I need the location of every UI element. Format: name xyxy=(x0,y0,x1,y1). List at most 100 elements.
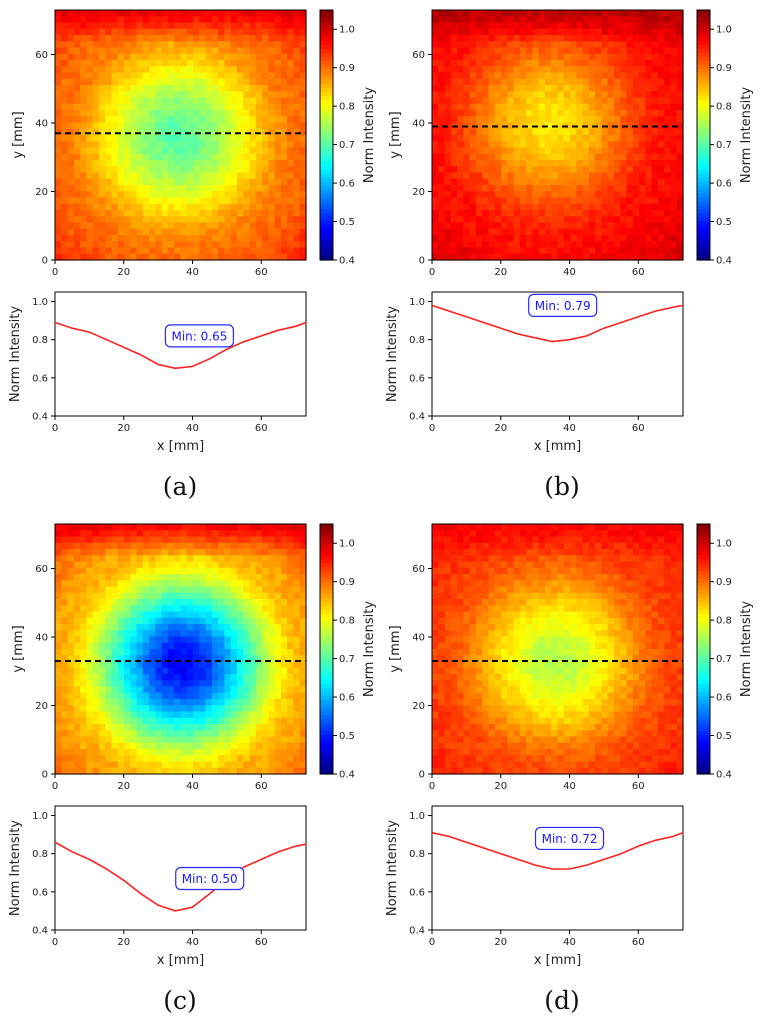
heatmap-cell xyxy=(230,724,238,731)
heatmap-cell xyxy=(280,110,288,117)
heatmap-cell xyxy=(136,655,144,663)
heatmap-cell xyxy=(626,197,634,205)
heatmap-cell xyxy=(657,72,665,80)
heatmap-cell xyxy=(519,110,527,117)
heatmap-cell xyxy=(117,66,125,74)
profile-x-tick-label: 60 xyxy=(632,423,645,434)
heatmap-cell xyxy=(224,22,232,30)
heatmap-cell xyxy=(211,228,219,236)
heatmap-cell xyxy=(488,153,496,161)
heatmap-cell xyxy=(280,247,288,255)
heatmap-cell xyxy=(186,78,194,86)
heatmap-cell xyxy=(582,247,590,255)
heatmap-cell xyxy=(155,235,163,242)
heatmap-cell xyxy=(507,210,515,217)
heatmap-cell xyxy=(526,160,534,167)
heatmap-cell xyxy=(657,41,665,49)
heatmap-cell xyxy=(86,724,94,731)
heatmap-cell xyxy=(582,128,590,136)
heatmap-cell xyxy=(186,636,194,644)
heatmap-cell xyxy=(557,253,565,261)
heatmap-cell xyxy=(161,680,169,688)
heatmap-cell xyxy=(582,228,590,236)
colorbar-segment xyxy=(320,95,333,101)
heatmap-cell xyxy=(80,41,87,49)
heatmap-cell xyxy=(582,41,590,49)
heatmap-cell xyxy=(180,72,188,80)
heatmap-cell xyxy=(105,742,113,750)
heatmap-cell xyxy=(92,78,100,86)
heatmap-cell xyxy=(230,135,238,142)
heatmap-cell xyxy=(211,141,219,149)
heatmap-cell xyxy=(268,686,276,694)
heatmap-cell xyxy=(651,216,659,224)
heatmap-cell xyxy=(576,122,584,130)
heatmap-cell xyxy=(111,599,119,606)
heatmap-cell xyxy=(136,730,144,738)
heatmap-cell xyxy=(67,549,75,556)
heatmap-cell xyxy=(645,172,653,180)
heatmap-cell xyxy=(218,22,226,30)
heatmap-cell xyxy=(224,630,232,638)
heatmap-cell xyxy=(193,16,200,24)
heatmap-cell xyxy=(149,749,157,756)
heatmap-cell xyxy=(293,636,301,644)
heatmap-cell xyxy=(161,103,169,111)
heatmap-cell xyxy=(657,91,665,99)
heatmap-cell xyxy=(117,122,125,130)
heatmap-cell xyxy=(607,135,615,142)
heatmap-cell xyxy=(249,78,257,86)
heatmap-cell xyxy=(230,767,238,775)
heatmap-cell xyxy=(243,636,251,644)
heatmap-cell xyxy=(588,153,596,161)
heatmap-cell xyxy=(563,72,571,80)
heatmap-cell xyxy=(105,686,113,694)
heatmap-cell xyxy=(161,555,169,563)
heatmap-cell xyxy=(519,247,527,255)
heatmap-cell xyxy=(544,228,552,236)
colorbar-segment xyxy=(320,220,333,226)
heatmap-cell xyxy=(280,542,288,550)
heatmap-cell xyxy=(576,222,584,230)
heatmap-cell xyxy=(544,153,552,161)
heatmap-cell xyxy=(293,172,301,180)
heatmap-cell xyxy=(438,228,446,236)
heatmap-cell xyxy=(180,580,188,588)
heatmap-cell xyxy=(249,661,257,669)
heatmap-cell xyxy=(262,28,269,36)
heatmap-cell xyxy=(563,60,571,67)
heatmap-cell xyxy=(199,686,207,694)
heatmap-cell xyxy=(639,91,646,99)
heatmap-cell xyxy=(111,10,119,17)
heatmap-cell xyxy=(136,555,144,563)
heatmap-cell xyxy=(595,122,603,130)
heatmap-cell xyxy=(92,655,100,663)
heatmap-cell xyxy=(136,674,144,681)
heatmap-cell xyxy=(174,580,182,588)
heatmap-cell xyxy=(186,128,194,136)
heatmap-cell xyxy=(111,35,119,42)
heatmap-cell xyxy=(243,203,251,211)
heatmap-cell xyxy=(218,197,226,205)
heatmap-cell xyxy=(98,60,106,67)
heatmap-cell xyxy=(80,692,87,700)
heatmap-cell xyxy=(55,630,62,638)
heatmap-cell xyxy=(651,91,659,99)
heatmap-cell xyxy=(111,524,119,531)
heatmap-cell xyxy=(595,191,603,199)
heatmap-cell xyxy=(438,35,446,42)
heatmap-cell xyxy=(280,153,288,161)
heatmap-cell xyxy=(432,10,439,17)
heatmap-cell xyxy=(544,147,552,155)
colorbar-segment xyxy=(697,138,710,144)
heatmap-cell xyxy=(167,128,175,136)
heatmap-cell xyxy=(613,210,621,217)
heatmap-cell xyxy=(482,210,490,217)
heatmap-cell xyxy=(92,153,100,161)
heatmap-cell xyxy=(73,91,81,99)
heatmap-cell xyxy=(676,28,684,36)
heatmap-cell xyxy=(243,699,251,706)
heatmap-cell xyxy=(255,692,263,700)
heatmap-cell xyxy=(274,530,282,538)
heatmap-cell xyxy=(576,85,584,92)
